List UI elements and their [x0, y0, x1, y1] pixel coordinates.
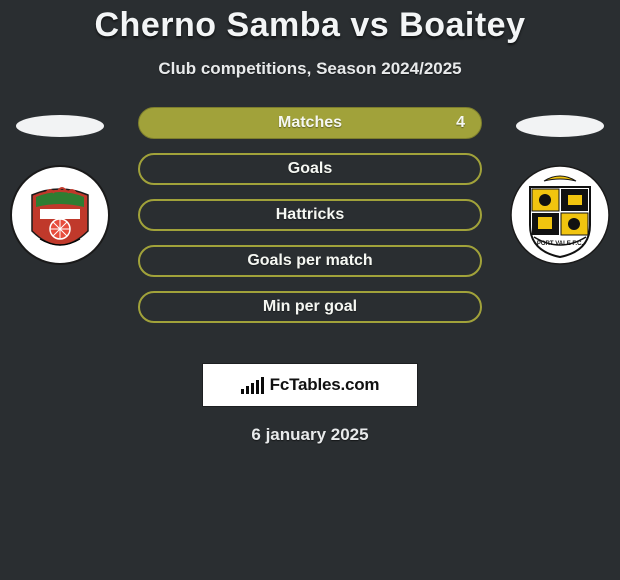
- team-right-crest: PORT VALE F.C.: [510, 165, 610, 265]
- branding-text: FcTables.com: [270, 375, 380, 395]
- comparison-content: PORT VALE F.C. Matches 4 Goals Hattricks…: [0, 115, 620, 335]
- comparison-card: Cherno Samba vs Boaitey Club competition…: [0, 0, 620, 580]
- player-right-avatar-placeholder: [516, 115, 604, 137]
- page-title: Cherno Samba vs Boaitey: [0, 0, 620, 45]
- wrexham-crest-icon: [10, 165, 110, 265]
- player-right-column: PORT VALE F.C.: [500, 115, 620, 265]
- portvale-crest-icon: PORT VALE F.C.: [510, 165, 610, 265]
- team-left-crest: [10, 165, 110, 265]
- stat-label: Min per goal: [263, 298, 357, 316]
- stat-row-matches: Matches 4: [138, 107, 482, 139]
- stat-label: Goals per match: [247, 252, 372, 270]
- stat-row-min-per-goal: Min per goal: [138, 291, 482, 323]
- page-subtitle: Club competitions, Season 2024/2025: [0, 59, 620, 79]
- player-left-avatar-placeholder: [16, 115, 104, 137]
- svg-text:PORT VALE F.C.: PORT VALE F.C.: [537, 241, 584, 247]
- stat-row-goals-per-match: Goals per match: [138, 245, 482, 277]
- footer-date: 6 january 2025: [0, 425, 620, 445]
- fctables-mark-icon: [241, 376, 264, 394]
- stat-label: Matches: [278, 114, 342, 132]
- stat-row-hattricks: Hattricks: [138, 199, 482, 231]
- stat-row-goals: Goals: [138, 153, 482, 185]
- stat-right-value: 4: [456, 114, 465, 132]
- branding-box: FcTables.com: [202, 363, 418, 407]
- stat-label: Goals: [288, 160, 332, 178]
- stat-list: Matches 4 Goals Hattricks Goals per matc…: [138, 107, 482, 323]
- player-left-column: [0, 115, 120, 265]
- stat-label: Hattricks: [276, 206, 344, 224]
